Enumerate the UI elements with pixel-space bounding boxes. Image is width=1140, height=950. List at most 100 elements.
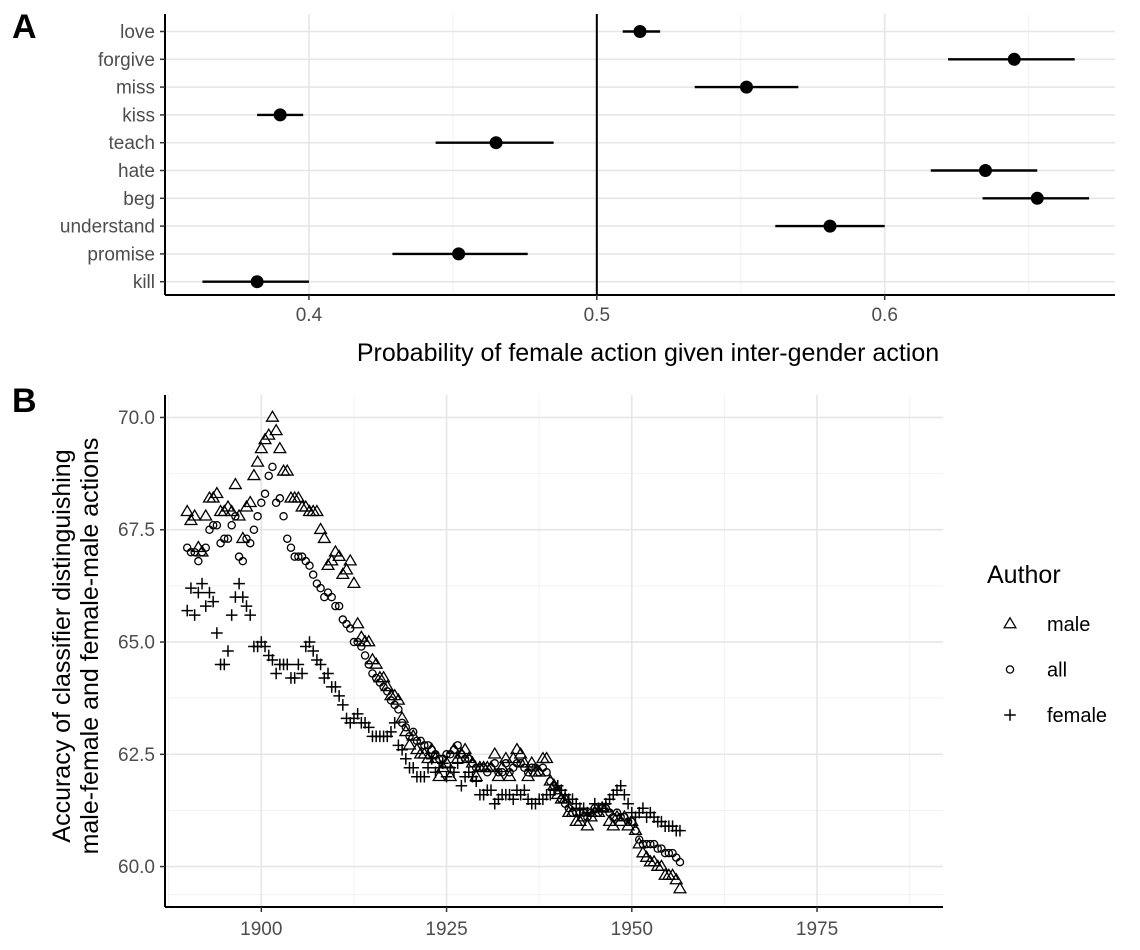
point-female — [207, 595, 219, 608]
panel-b-y-tick-label: 70.0 — [118, 408, 155, 429]
point-all — [253, 512, 262, 521]
point-male — [532, 764, 547, 777]
panel-a-x-tick-label: 0.5 — [584, 305, 610, 326]
point-male — [428, 751, 443, 764]
point-male — [632, 836, 647, 849]
panel-b-y-axis-title: Accuracy of classifier distinguishing ma… — [48, 438, 104, 855]
point-male — [580, 818, 595, 831]
point-male — [265, 409, 280, 422]
y-tick-label-hate: hate — [118, 161, 155, 182]
point-male — [432, 769, 447, 782]
point-male — [491, 769, 506, 782]
point-male — [498, 751, 513, 764]
point-female — [451, 757, 464, 770]
point-female — [351, 708, 364, 720]
point-male — [672, 881, 687, 894]
point-all — [331, 601, 340, 611]
point-all — [334, 601, 344, 611]
point-female — [270, 667, 282, 680]
point-all — [664, 848, 674, 858]
point-female — [362, 721, 375, 734]
point-all — [208, 520, 218, 530]
panel-a-x-axis-title: Probability of female action given inter… — [357, 339, 939, 367]
point-female — [337, 699, 349, 711]
point-male — [654, 859, 669, 871]
y-tick-label-forgive: forgive — [98, 50, 155, 71]
point-all — [327, 592, 336, 602]
point-male — [250, 454, 265, 467]
point-female — [333, 690, 345, 702]
point-male — [524, 755, 539, 768]
point-male — [195, 544, 210, 557]
point-all — [220, 534, 229, 543]
point-female — [225, 609, 238, 621]
point-female — [322, 667, 334, 680]
panel-a-chart: A love forgive miss kiss teach hate beg underst… — [12, 8, 1115, 367]
point-male — [576, 809, 591, 822]
point-female — [203, 586, 216, 599]
panel-a-x-tick-label: 0.4 — [296, 305, 323, 326]
point-all — [283, 534, 292, 543]
point-all — [249, 525, 259, 534]
point-male — [198, 508, 213, 521]
point-forgive — [1007, 52, 1021, 66]
point-male — [465, 755, 480, 768]
point-female — [307, 645, 319, 657]
point-all — [646, 839, 655, 849]
panel-b-y-tick-label: 67.5 — [118, 520, 155, 541]
point-female — [329, 681, 342, 693]
point-male — [513, 746, 528, 759]
point-male — [517, 755, 532, 768]
point-male — [546, 778, 562, 791]
point-male — [391, 692, 406, 705]
panel-b-x-tick-label: 1900 — [240, 919, 282, 940]
point-female — [192, 586, 205, 599]
point-female — [407, 761, 420, 774]
point-miss — [740, 80, 754, 94]
point-female — [674, 824, 686, 837]
panel-a-marks — [202, 25, 1090, 289]
point-all — [305, 561, 314, 570]
panel-b-y-tick-label: 65.0 — [118, 633, 155, 654]
point-male — [376, 670, 391, 683]
point-male — [291, 490, 306, 503]
point-male — [313, 522, 328, 535]
panel-a-ticks: love forgive miss kiss teach hate beg understan… — [60, 22, 898, 326]
point-all — [223, 534, 233, 543]
point-all — [194, 556, 203, 566]
point-all — [245, 538, 255, 548]
point-male — [487, 746, 502, 759]
point-female — [244, 609, 257, 621]
legend-label-female: female — [1047, 705, 1107, 727]
point-male — [539, 751, 554, 764]
point-male — [380, 679, 395, 692]
point-promise — [452, 247, 466, 261]
y-tick-label-promise: promise — [87, 244, 155, 265]
point-male — [346, 576, 361, 589]
panel-b-x-tick-label: 1950 — [611, 919, 653, 940]
point-male — [235, 531, 250, 544]
panel-a-x-tick-label: 0.6 — [871, 305, 897, 326]
point-female — [188, 609, 201, 621]
panel-b-ticks: 60.0 62.5 65.0 67.5 70.0 1900 1925 1950 1975 — [118, 408, 838, 940]
point-male — [598, 800, 613, 813]
point-female — [292, 658, 305, 671]
point-female — [199, 600, 212, 612]
point-female — [418, 770, 431, 783]
point-male — [269, 423, 284, 436]
point-understand — [823, 219, 837, 233]
point-male — [439, 755, 454, 768]
point-female — [303, 636, 316, 648]
point-female — [211, 627, 223, 639]
legend-title: Author — [987, 561, 1061, 589]
point-male — [558, 791, 573, 804]
point-hate — [978, 164, 992, 177]
point-female — [618, 788, 631, 801]
point-female — [485, 784, 497, 797]
point-female — [314, 658, 327, 671]
point-all — [264, 471, 273, 481]
point-all — [349, 637, 359, 647]
point-female — [218, 658, 231, 671]
panel-b-y-axis-title-line-1: Accuracy of classifier distinguishing — [48, 449, 76, 842]
point-male — [187, 508, 202, 521]
